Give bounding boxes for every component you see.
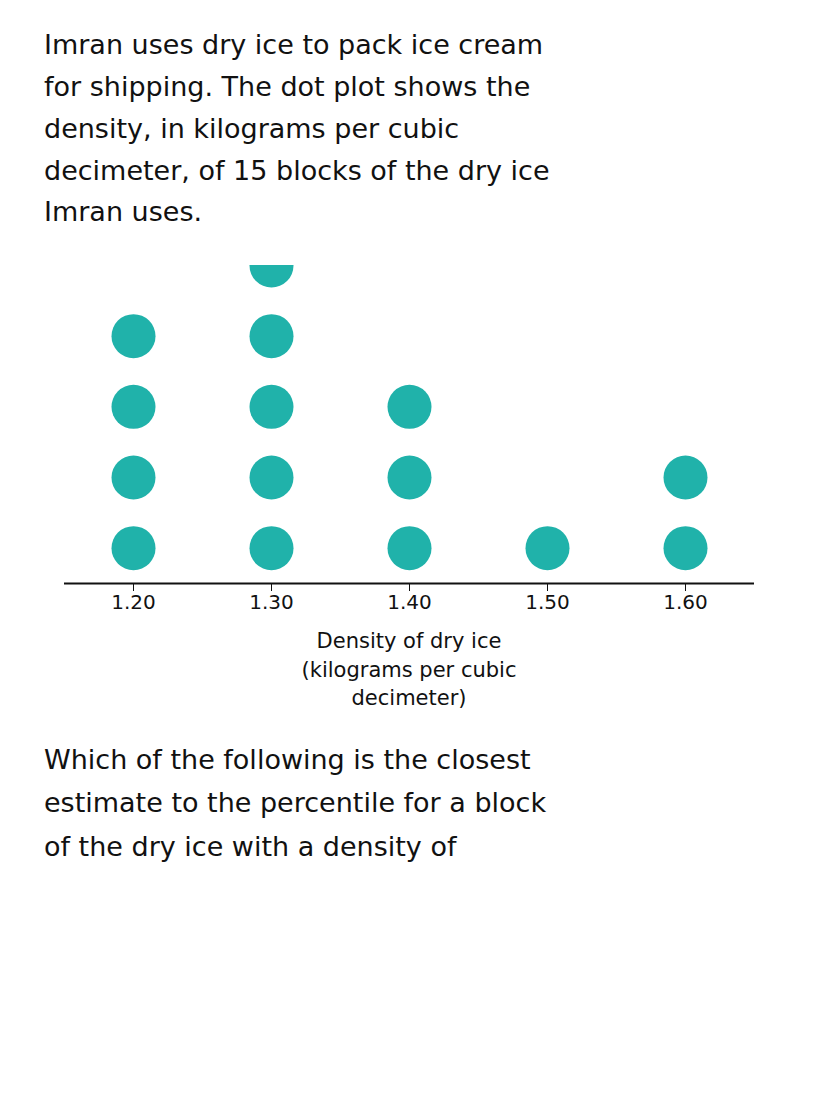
svg-text:1.30: 1.30 xyxy=(249,590,294,614)
svg-text:1.60: 1.60 xyxy=(663,590,708,614)
html-text:Density of dry ice (kilograms: Density of dry ice (kilograms per cubic … xyxy=(301,629,517,710)
html-text:estimate to the percentile for: estimate to the percentile for a block xyxy=(44,787,547,819)
svg-text:1.20: 1.20 xyxy=(111,590,156,614)
html-text:Imran uses dry ice to pack ice: Imran uses dry ice to pack ice cream for… xyxy=(44,29,550,228)
html-text:of the dry ice with a density: of the dry ice with a density of xyxy=(44,830,457,862)
svg-text:1.40: 1.40 xyxy=(387,590,432,614)
html-text:Which of the following is the: Which of the following is the closest xyxy=(44,744,531,776)
svg-text:1.50: 1.50 xyxy=(525,590,570,614)
